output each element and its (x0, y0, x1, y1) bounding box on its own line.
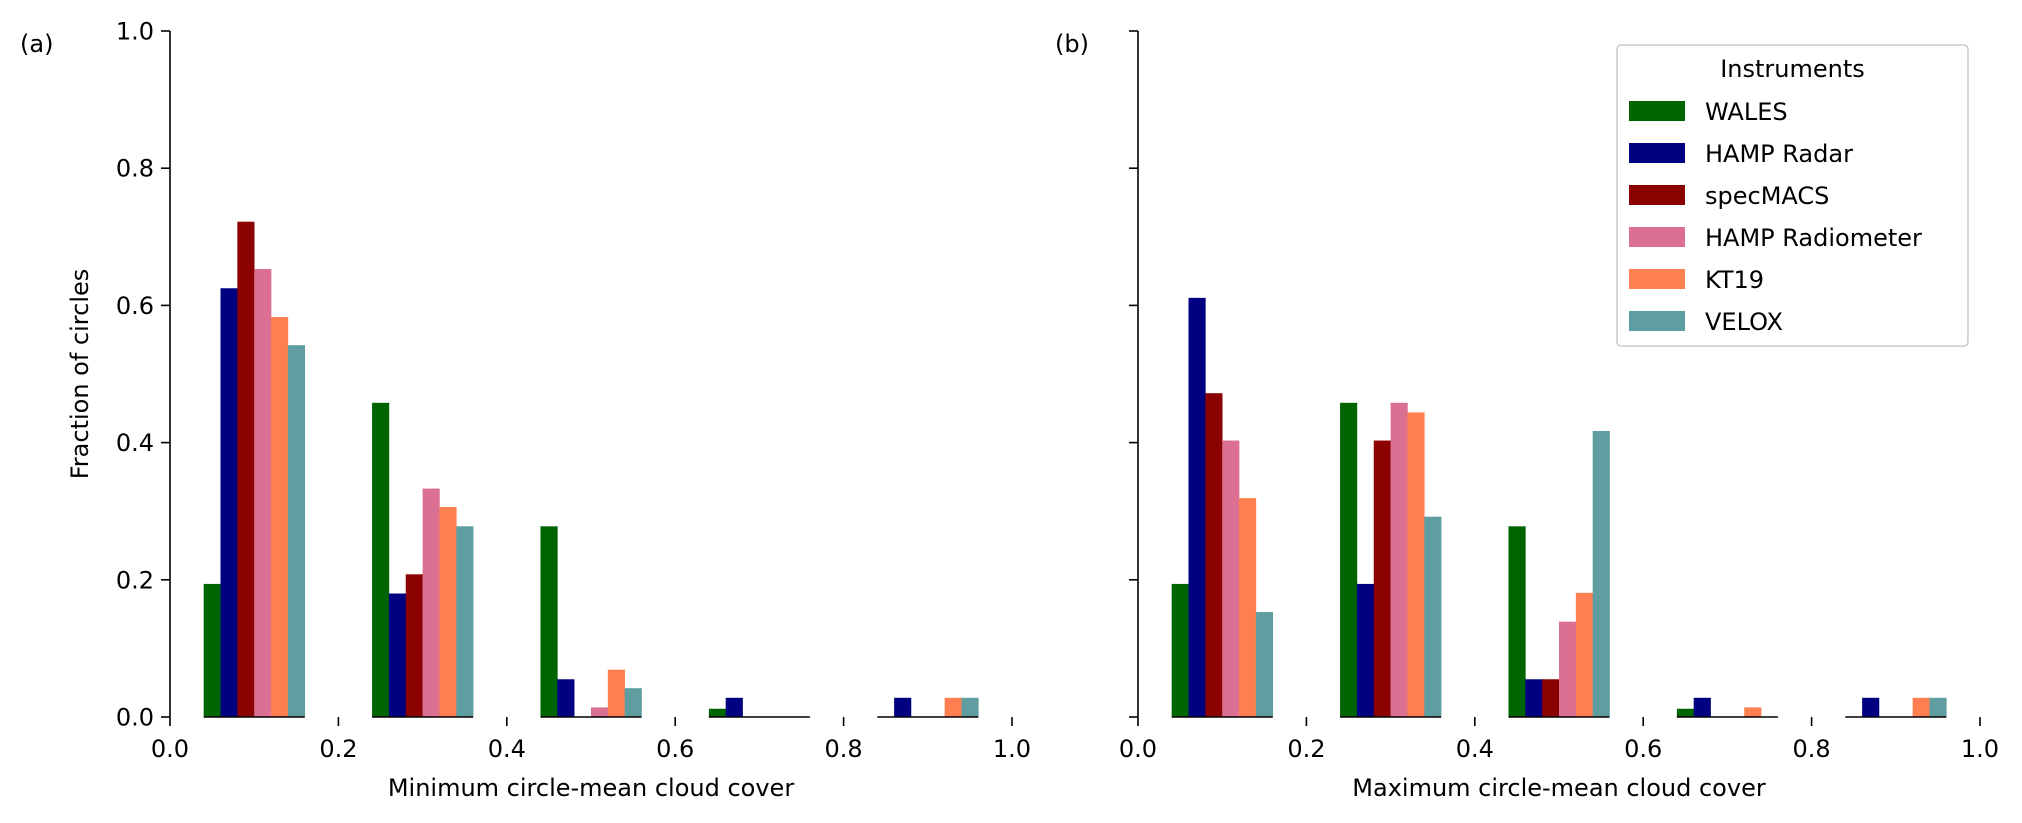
bar-wales-bin-1 (203, 583, 221, 717)
bar-wales-bin-4 (1676, 708, 1695, 717)
bar-velox-bin-5 (1929, 697, 1947, 717)
bar-hamp-radar-bin-1 (1188, 297, 1206, 717)
legend-swatch-wales (1629, 101, 1685, 121)
x-tick-label: 0.4 (1456, 735, 1494, 763)
bar-wales-bin-3 (540, 526, 558, 717)
bar-hamp-radar-bin-4 (1693, 697, 1711, 717)
bar-specmacs-bin-2 (405, 574, 423, 717)
bar-velox-bin-3 (624, 688, 642, 717)
bar-hamp-radar-bin-2 (1356, 583, 1375, 717)
bar-wales-bin-3 (1508, 526, 1526, 717)
y-tick-label: 1.0 (116, 18, 154, 46)
legend: Instruments WALES HAMP Radar specMACS HAMP R… (1616, 44, 1969, 347)
legend-swatch-specmacs (1629, 185, 1685, 205)
bar-velox-bin-1 (1255, 612, 1274, 717)
bar-kt19-bin-5 (1912, 697, 1930, 717)
x-tick-label: 0.6 (1624, 735, 1662, 763)
x-tick-label: 0.2 (319, 735, 357, 763)
legend-title: Instruments (1720, 55, 1865, 83)
bar-velox-bin-2 (456, 526, 474, 717)
x-tick-label: 0.4 (488, 735, 526, 763)
y-tick-label: 0.6 (116, 292, 154, 320)
bar-kt19-bin-3 (1575, 592, 1593, 717)
bar-wales-bin-2 (372, 402, 390, 717)
panel-label: (b) (1055, 30, 1089, 58)
bar-hamp-radiometer-bin-3 (591, 707, 609, 717)
panel-label: (a) (20, 30, 53, 58)
x-tick-label: 0.0 (151, 735, 189, 763)
x-tick-label: 0.6 (656, 735, 694, 763)
bar-hamp-radar-bin-2 (388, 593, 407, 717)
x-tick-label: 0.0 (1119, 735, 1157, 763)
bar-specmacs-bin-1 (237, 221, 255, 717)
x-tick-label: 1.0 (1961, 735, 1999, 763)
bar-velox-bin-5 (961, 697, 979, 717)
y-tick-label: 0.8 (116, 155, 154, 183)
legend-swatch-hamp-radar (1629, 143, 1685, 163)
legend-swatch-velox (1629, 311, 1685, 331)
bar-velox-bin-2 (1424, 516, 1442, 717)
bar-kt19-bin-1 (1239, 498, 1257, 717)
y-tick-label: 0.0 (116, 704, 154, 732)
bar-hamp-radar-bin-5 (1862, 697, 1880, 717)
bar-hamp-radar-bin-1 (220, 288, 238, 717)
bar-velox-bin-3 (1592, 430, 1610, 717)
bar-kt19-bin-4 (1744, 707, 1762, 717)
bar-kt19-bin-5 (944, 697, 962, 717)
bar-kt19-bin-2 (439, 507, 457, 717)
bar-specmacs-bin-3 (1542, 679, 1560, 717)
y-axis-label: Fraction of circles (66, 269, 94, 480)
bar-velox-bin-1 (287, 345, 306, 717)
bar-hamp-radiometer-bin-1 (1222, 440, 1240, 717)
bar-wales-bin-1 (1171, 583, 1189, 717)
legend-box (1616, 44, 1969, 347)
x-axis-label: Minimum circle-mean cloud cover (388, 774, 795, 802)
legend-entry-label: VELOX (1705, 308, 1783, 336)
x-tick-label: 0.2 (1287, 735, 1325, 763)
bar-hamp-radiometer-bin-2 (1390, 402, 1408, 717)
bar-wales-bin-4 (708, 708, 727, 717)
bar-hamp-radiometer-bin-1 (254, 269, 272, 717)
y-tick-label: 0.4 (116, 429, 154, 457)
legend-entry-label: KT19 (1705, 266, 1764, 294)
bar-hamp-radiometer-bin-2 (422, 488, 440, 717)
legend-entry-label: HAMP Radar (1705, 140, 1853, 168)
panel-b: 0.0 0.2 0.4 0.6 0.8 1.0 Maximum circle-mean cl… (1055, 30, 1999, 802)
x-tick-label: 0.8 (825, 735, 863, 763)
legend-swatch-kt19 (1629, 269, 1685, 289)
bar-hamp-radar-bin-3 (1525, 679, 1543, 717)
legend-swatch-hamp-radiometer (1629, 227, 1685, 247)
bar-specmacs-bin-2 (1373, 440, 1391, 717)
bar-specmacs-bin-1 (1205, 393, 1223, 717)
legend-entry-label: specMACS (1705, 182, 1829, 210)
panel-a: 0.0 0.2 0.4 0.6 0.8 1.0 0.0 0.2 0.4 0.6 0.8 1.0 Mini… (20, 18, 1031, 803)
bar-hamp-radar-bin-4 (725, 697, 743, 717)
x-tick-label: 1.0 (993, 735, 1031, 763)
bar-kt19-bin-1 (271, 317, 289, 717)
bar-hamp-radiometer-bin-3 (1559, 621, 1577, 717)
x-axis-label: Maximum circle-mean cloud cover (1352, 774, 1766, 802)
bar-wales-bin-2 (1340, 402, 1358, 717)
bar-kt19-bin-3 (607, 669, 625, 717)
legend-entry-label: HAMP Radiometer (1705, 224, 1922, 252)
x-tick-label: 0.8 (1793, 735, 1831, 763)
bar-hamp-radar-bin-5 (894, 697, 912, 717)
bar-hamp-radar-bin-3 (557, 679, 575, 717)
legend-entry-label: WALES (1705, 98, 1788, 126)
bar-kt19-bin-2 (1407, 412, 1425, 717)
y-tick-label: 0.2 (116, 566, 154, 594)
